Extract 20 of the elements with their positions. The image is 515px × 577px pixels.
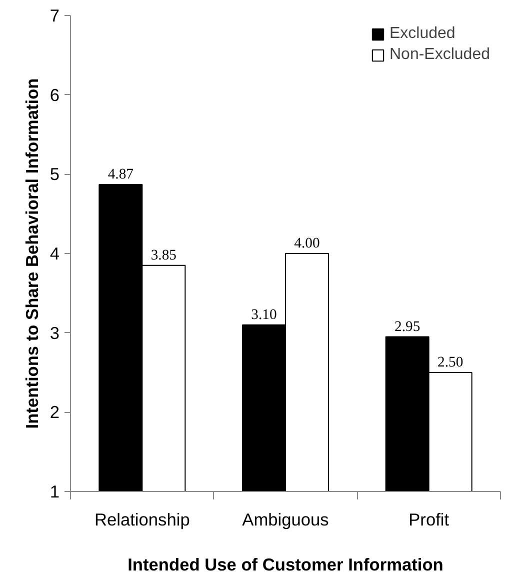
y-tick-label: 7 [50,6,60,26]
data-label: 4.87 [108,166,134,182]
data-label: 2.95 [394,318,420,335]
y-tick-label: 1 [50,482,60,502]
legend-label: Non-Excluded [390,46,490,64]
data-label: 3.10 [251,306,277,323]
data-label: 3.85 [150,247,176,264]
x-axis-title: Intended Use of Customer Information [128,554,444,574]
x-tick-label: Profit [408,510,450,530]
y-tick-label: 5 [50,164,60,184]
y-axis-title: Intentions to Share Behavioral Information [22,78,42,429]
data-label: 4.00 [294,236,320,252]
legend-label: Excluded [390,25,456,43]
x-tick-label: Ambiguous [242,510,330,530]
y-tick-label: 4 [50,244,60,264]
data-label: 2.50 [438,354,464,370]
y-tick-label: 6 [50,84,60,105]
x-tick-label: Relationship [94,510,190,530]
y-tick-label: 2 [50,402,60,422]
y-tick-label: 3 [50,322,60,343]
